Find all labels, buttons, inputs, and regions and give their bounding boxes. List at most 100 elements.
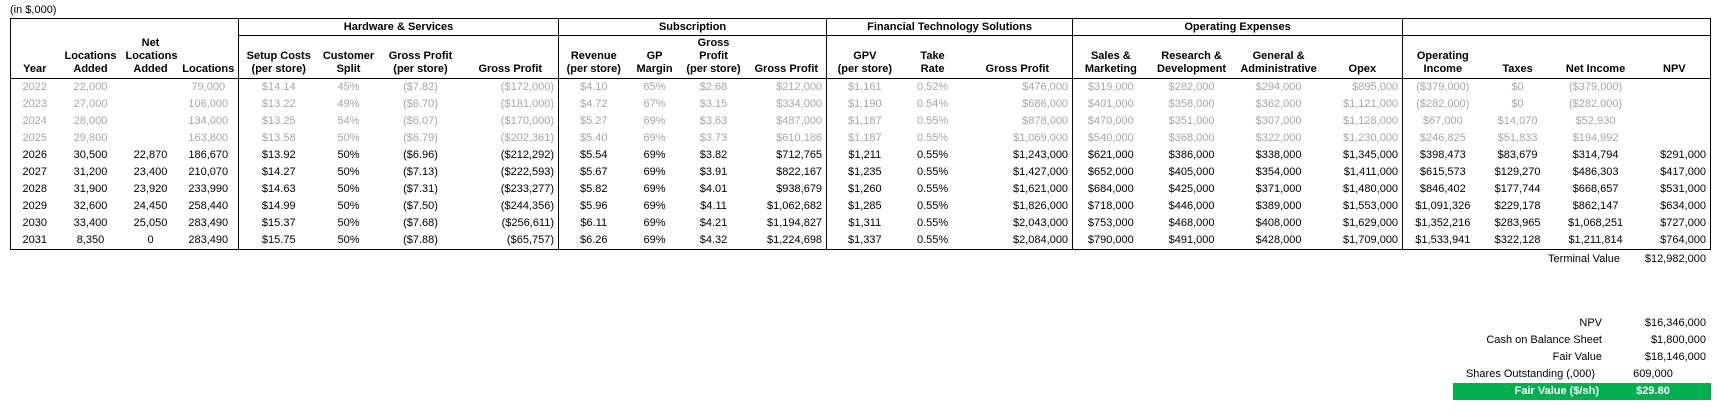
table-cell: $1,709,000: [1322, 231, 1404, 250]
group-header-blank: [1402, 18, 1712, 36]
column-header-0: Year: [10, 35, 59, 79]
table-cell: $1,230,000: [1322, 129, 1404, 147]
table-cell: $846,402: [1419, 183, 1466, 196]
table-cell: 22,000: [73, 81, 108, 94]
table-cell: $229,178: [1494, 200, 1541, 213]
group-header-subscription: Subscription: [558, 18, 828, 36]
table-cell: 233,990: [178, 180, 239, 198]
table-cell: $1,533,941: [1415, 234, 1471, 247]
table-cell: 23,920: [133, 183, 168, 196]
table-cell: $446,000: [1168, 200, 1215, 213]
table-cell: ($244,356): [462, 197, 560, 215]
table-cell: 50%: [337, 132, 360, 145]
table-cell: 0.52%: [916, 81, 949, 94]
table-cell: ($379,000): [1568, 81, 1623, 94]
table-cell: 0: [147, 234, 154, 247]
table-cell: $1,311: [848, 217, 882, 230]
table-cell: 283,490: [178, 214, 239, 232]
table-cell: [123, 96, 179, 113]
table-cell: [1639, 113, 1711, 130]
table-cell: $1,062,682: [746, 197, 828, 215]
table-cell: 2028: [22, 183, 47, 196]
table-cell: $14.27: [261, 166, 296, 179]
table-cell: $486,303: [1572, 166, 1619, 179]
column-header-12: GPV (per store): [826, 35, 903, 79]
units-label: (in $,000): [10, 4, 57, 16]
table-cell: $2,084,000: [962, 231, 1074, 250]
table-cell: 22,870: [133, 149, 168, 162]
table-cell: 50%: [337, 200, 360, 213]
table-cell: $52,930: [1575, 115, 1616, 128]
column-header-4: Setup Costs (per store): [238, 35, 319, 79]
table-cell: $5.27: [580, 115, 608, 128]
table-cell: 33,400: [73, 217, 108, 230]
table-cell: 0.55%: [916, 183, 949, 196]
table-cell: $938,679: [746, 180, 828, 198]
table-cell: $1,190: [847, 98, 882, 111]
table-row-2030: 2030 33,400 25,050 283,490 $15.37 50% ($7.68) (…: [11, 214, 1711, 232]
table-cell: $1,629,000: [1322, 214, 1404, 232]
table-cell: $0: [1511, 81, 1524, 94]
table-cell: [1639, 130, 1711, 147]
worksheet: (in $,000) Hardware & Services Subscripti…: [10, 4, 1712, 400]
table-cell: $652,000: [1087, 166, 1134, 179]
column-header-3: Locations: [178, 35, 239, 79]
column-header-9: GP Margin: [628, 35, 681, 79]
table-cell: $1,337: [847, 234, 882, 247]
table-cell: 31,900: [73, 183, 108, 196]
table-cell: 2023: [22, 98, 47, 111]
table-cell: 50%: [337, 234, 360, 247]
column-header-11: Gross Profit: [746, 35, 828, 79]
table-cell: $1,211,814: [1568, 234, 1623, 247]
table-cell: $1,128,000: [1322, 112, 1404, 130]
table-cell: $3.82: [699, 149, 728, 162]
table-cell: $246,825: [1419, 132, 1466, 145]
table-cell: 67%: [643, 98, 666, 111]
column-header-20: Taxes: [1482, 35, 1553, 79]
table-cell: ($7.50): [403, 200, 438, 213]
table-row-2027: 2027 31,200 23,400 210,070 $14.27 50% ($7.13) (…: [11, 163, 1711, 181]
table-cell: $668,657: [1572, 183, 1619, 196]
table-cell: 69%: [643, 200, 666, 213]
group-header-operating-expenses: Operating Expenses: [1072, 18, 1404, 36]
table-cell: 210,070: [178, 163, 239, 181]
table-cell: 65%: [643, 81, 666, 94]
table-cell: $1,480,000: [1322, 180, 1404, 198]
table-cell: 2022: [22, 81, 47, 94]
table-cell: ($256,611): [462, 214, 560, 232]
table-cell: 50%: [337, 166, 360, 179]
financial-model-table: Hardware & Services Subscription Financial…: [10, 18, 1712, 250]
table-cell: [123, 113, 179, 130]
table-cell: $862,147: [1572, 200, 1619, 213]
column-header-5: Customer Split: [318, 35, 379, 79]
table-cell: $1,211: [848, 149, 882, 162]
table-cell: $1,235: [847, 166, 882, 179]
table-cell: $15.37: [261, 217, 296, 230]
table-cell: $487,000: [746, 112, 828, 130]
terminal-value-amount: $12,982,000: [1644, 252, 1706, 265]
table-cell: $468,000: [1168, 217, 1215, 230]
table-cell: $334,000: [746, 95, 828, 113]
table-cell: $14.14: [261, 81, 296, 94]
table-cell: $291,000: [1660, 149, 1707, 162]
table-cell: $368,000: [1168, 132, 1215, 145]
group-header-financial-technology-solutions: Financial Technology Solutions: [826, 18, 1074, 36]
summary-label: Shares Outstanding (,000): [1465, 367, 1595, 380]
table-cell: $362,000: [1255, 98, 1302, 111]
table-cell: ($170,000): [462, 112, 560, 130]
table-cell: 163,800: [178, 129, 239, 147]
table-cell: 29,800: [73, 132, 108, 145]
summary-label: Cash on Balance Sheet: [1486, 333, 1602, 346]
table-cell: ($7.13): [403, 166, 438, 179]
column-header-15: Sales & Marketing: [1072, 35, 1149, 79]
table-cell: $610,186: [746, 129, 828, 147]
column-header-14: Gross Profit: [962, 35, 1074, 79]
table-cell: ($282,000): [1416, 98, 1470, 111]
table-cell: $1,427,000: [962, 163, 1074, 181]
table-cell: $790,000: [1087, 234, 1134, 247]
table-cell: $6.26: [580, 234, 608, 247]
table-cell: $3.63: [699, 115, 728, 128]
table-cell: $294,000: [1255, 81, 1302, 94]
table-row-2022: 2022 22,000 79,000 $14.14 45% ($7.82) ($172,00…: [11, 78, 1711, 96]
table-cell: $129,270: [1494, 166, 1541, 179]
